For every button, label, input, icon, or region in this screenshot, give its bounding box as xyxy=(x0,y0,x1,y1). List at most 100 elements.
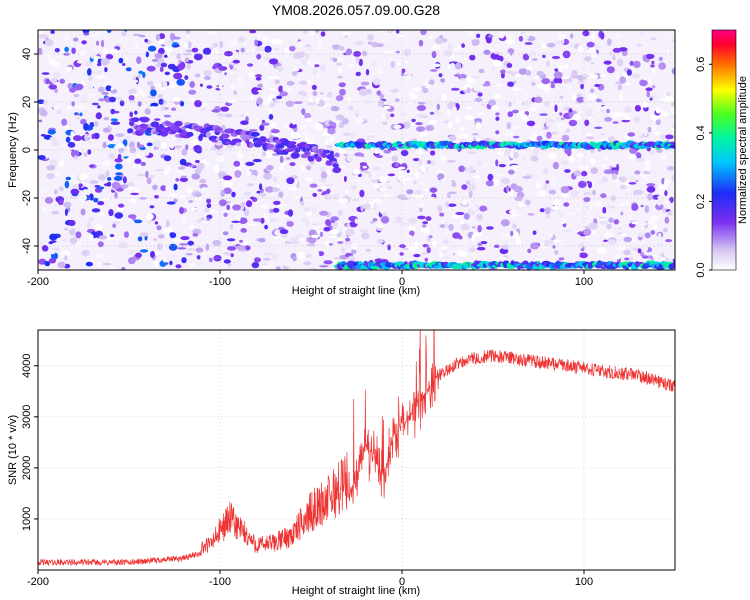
spectrogram-cell xyxy=(278,85,284,93)
spectrogram-cell xyxy=(546,183,551,190)
spectrogram-cell xyxy=(186,132,194,137)
spectrogram-cell xyxy=(227,100,236,104)
spectrogram-cell xyxy=(665,200,671,204)
spectrogram-cell xyxy=(665,49,670,55)
spectrogram-cell xyxy=(408,217,418,224)
spectrogram-cell xyxy=(175,117,182,122)
spectrogram-cell xyxy=(249,174,257,181)
spectrogram-cell xyxy=(223,43,233,47)
spectrogram-cell xyxy=(45,78,50,85)
spectrogram-cell xyxy=(487,168,495,172)
spectrogram-cell xyxy=(236,64,241,71)
spectrogram-cell xyxy=(177,137,182,143)
spectrogram-cell xyxy=(240,228,247,233)
spectrogram-cell xyxy=(325,219,332,227)
spectrogram-cell xyxy=(338,165,346,169)
spectrogram-cell xyxy=(290,236,299,242)
spectrogram-cell xyxy=(51,210,59,215)
spectrogram-cell xyxy=(291,71,298,76)
spectrogram-cell xyxy=(176,53,181,60)
spectrogram-cell xyxy=(296,41,304,48)
spectrogram-cell xyxy=(108,153,116,160)
spectrogram-cell xyxy=(114,192,118,199)
spectrogram-cell xyxy=(100,39,105,48)
spectrogram-cell xyxy=(646,186,656,193)
spectrogram-cell xyxy=(383,212,387,217)
spectrogram-cell xyxy=(417,127,421,132)
spectrogram-cell xyxy=(424,257,428,262)
spectrogram-cell xyxy=(232,138,242,144)
spectrogram-cell xyxy=(424,71,434,79)
spectrogram-cell xyxy=(536,135,543,142)
spectrogram-cell xyxy=(204,207,210,213)
spectrogram-cell xyxy=(200,217,205,221)
spectrogram-cell xyxy=(560,160,569,166)
spectrogram-cell xyxy=(249,143,254,148)
spectrogram-cell xyxy=(130,192,139,196)
spectrogram-cell xyxy=(38,129,46,132)
spectrogram-cell xyxy=(500,69,506,74)
spectrogram-cell xyxy=(163,54,168,58)
spectrogram-cell xyxy=(642,255,649,259)
spectrogram-cell xyxy=(208,257,213,263)
spectrogram-cell xyxy=(91,208,101,213)
spectrogram-cell xyxy=(358,58,363,67)
spectrogram-cell xyxy=(179,158,187,166)
spectrogram-cell xyxy=(159,66,164,72)
spectrogram-cell xyxy=(416,114,426,117)
spectrogram-cell xyxy=(154,260,159,267)
spectrogram-cell xyxy=(345,189,349,194)
spectrogram-cell xyxy=(109,96,116,103)
spectrogram-cell xyxy=(450,87,460,91)
spectrogram-cell xyxy=(265,151,273,158)
spectrogram-cell xyxy=(500,195,510,199)
spectrogram-cell xyxy=(328,235,337,239)
spectrogram-cell xyxy=(608,51,614,56)
spectrogram-cell xyxy=(395,216,402,223)
spectrogram-cell xyxy=(95,112,103,120)
spectrogram-cell xyxy=(98,235,108,240)
spectrogram-cell xyxy=(307,236,317,244)
spectrogram-cell xyxy=(223,252,233,256)
spectrogram-cell xyxy=(268,108,273,114)
spectrogram-cell xyxy=(571,94,576,100)
spectrogram-cell xyxy=(637,232,647,238)
spectrogram-cell xyxy=(351,248,357,255)
spectrogram-cell xyxy=(264,224,268,230)
spectrogram-cell xyxy=(169,143,175,149)
spectrogram-cell xyxy=(397,174,406,181)
spectrogram-cell xyxy=(147,45,157,52)
spectrogram-cell xyxy=(338,46,345,51)
spectrogram-cell xyxy=(179,100,185,107)
spectrogram-cell xyxy=(396,62,402,65)
spectrogram-cell xyxy=(67,82,73,89)
spectrogram-cell xyxy=(606,66,615,74)
spectrogram-cell xyxy=(365,248,372,252)
spectrogram-cell xyxy=(473,231,483,237)
spectrogram-cell xyxy=(606,38,612,46)
spectrogram-cell xyxy=(305,137,315,143)
spectrogram-cell xyxy=(80,208,86,216)
spectrogram-cell xyxy=(419,131,428,137)
spectrogram-cell xyxy=(301,147,311,152)
spectrogram-cell xyxy=(59,46,65,53)
x-tick-label: -200 xyxy=(27,576,49,588)
spectrogram-cell xyxy=(551,55,561,60)
spectrogram-cell xyxy=(354,118,364,123)
spectrogram-cell xyxy=(185,252,193,256)
spectrogram-cell xyxy=(91,33,100,38)
spectrogram-cell xyxy=(193,53,203,61)
spectrogram-cell xyxy=(56,90,66,94)
spectrogram-cell xyxy=(74,155,78,161)
spectrogram-cell xyxy=(140,161,146,166)
spectrogram-cell xyxy=(381,39,389,42)
spectrogram-cell xyxy=(377,71,384,74)
spectrogram-cell xyxy=(571,69,578,77)
spectrogram-cell xyxy=(665,92,671,97)
spectrogram-cell xyxy=(44,39,54,47)
spectrogram-cell xyxy=(98,98,105,102)
spectrogram-cell xyxy=(429,187,438,193)
spectrogram-cell xyxy=(173,198,178,203)
spectrogram-cell xyxy=(512,125,518,130)
spectrogram-cell xyxy=(640,204,644,208)
